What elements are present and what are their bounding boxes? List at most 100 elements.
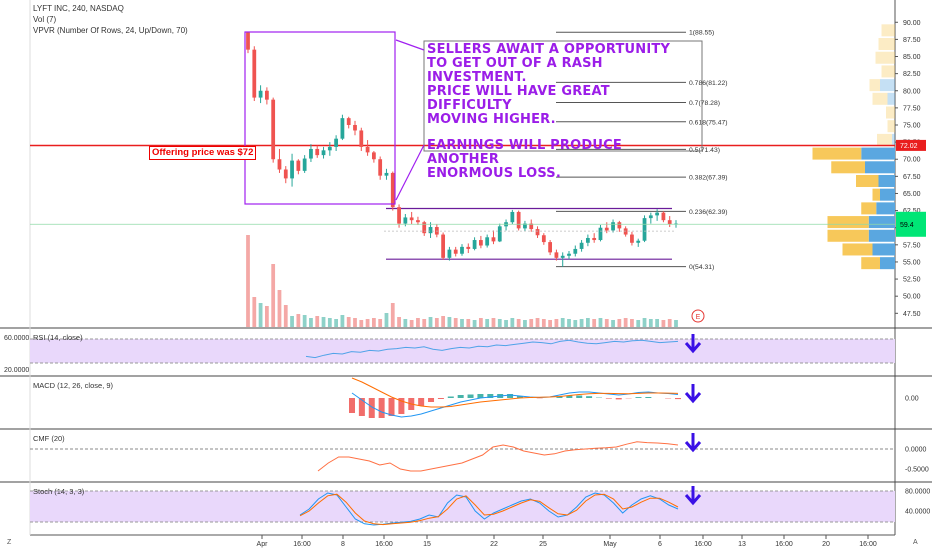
- corner-a[interactable]: A: [913, 539, 918, 546]
- macd-histogram-bar: [477, 394, 484, 398]
- macd-histogram-bar: [349, 398, 355, 413]
- candle-body: [535, 229, 540, 236]
- callout-arrow-top: [395, 39, 425, 51]
- fib-level-label: 0.382(67.39): [689, 175, 728, 182]
- x-tick-label: 16:00: [859, 541, 877, 548]
- volume-bar: [428, 317, 433, 327]
- x-tick-label: 25: [539, 541, 547, 548]
- volume-bar: [434, 318, 439, 327]
- down-arrow-icon: [684, 384, 702, 404]
- macd-histogram-bar: [516, 396, 523, 398]
- candle-body: [529, 223, 534, 230]
- y-tick-label: 52.50: [903, 277, 921, 284]
- volume-bar: [309, 318, 313, 327]
- volume-bar: [510, 318, 515, 327]
- macd-line: [351, 391, 679, 418]
- macd-histogram-bar: [368, 398, 375, 418]
- volume-bar: [585, 318, 590, 327]
- macd-histogram-bar: [447, 396, 454, 398]
- volume-bar: [460, 319, 464, 327]
- stoch-tick-label: 40.0000: [905, 509, 930, 516]
- y-tick-label: 67.50: [903, 174, 921, 181]
- vpvr-down-bar: [861, 257, 880, 270]
- x-tick-label: 16:00: [775, 541, 793, 548]
- candle-body: [661, 212, 666, 221]
- macd-histogram-bar: [576, 395, 583, 398]
- cmf-tick-label: 0.0000: [905, 447, 927, 454]
- candle-body: [485, 237, 490, 246]
- vpvr-up-bar: [880, 188, 895, 201]
- macd-histogram-bar: [437, 398, 444, 399]
- y-tick-label: 85.00: [903, 54, 921, 61]
- volume-bar: [416, 318, 420, 327]
- candle-body: [327, 146, 332, 151]
- cmf-tick-label: -0.5000: [905, 467, 929, 474]
- y-tick-label: 87.50: [903, 37, 921, 44]
- macd-histogram-bar: [378, 398, 385, 418]
- candle-body: [371, 152, 376, 160]
- candle-body: [453, 249, 458, 254]
- x-tick-label: 16:00: [694, 541, 712, 548]
- volume-bar: [378, 319, 383, 327]
- volume-bar: [611, 320, 615, 327]
- candle-body: [365, 146, 370, 153]
- volume-bar: [636, 320, 641, 327]
- rsi-left-top: 60.0000: [4, 335, 30, 342]
- volume-bar: [290, 316, 294, 327]
- candle-body: [277, 159, 282, 170]
- volume-bar: [271, 264, 276, 327]
- candle-body: [302, 158, 307, 171]
- vpvr-up-bar: [892, 133, 895, 146]
- volume-bar: [453, 318, 458, 327]
- volume-bar: [592, 319, 597, 327]
- macd-histogram-bar: [398, 398, 405, 414]
- volume-bar: [661, 320, 666, 327]
- vpvr-down-bar: [827, 229, 869, 242]
- x-tick-label: 16:00: [375, 541, 393, 548]
- vpvr-up-bar: [868, 229, 895, 242]
- macd-histogram-bar: [487, 394, 494, 398]
- volume-bar: [497, 319, 502, 327]
- volume-bar: [655, 319, 660, 327]
- volume-bar: [604, 319, 609, 327]
- annotation-box: [423, 40, 703, 152]
- corner-z[interactable]: Z: [7, 539, 12, 546]
- candle-body: [630, 234, 634, 243]
- vpvr-down-bar: [872, 188, 880, 201]
- rsi-label: RSI (14, close): [33, 333, 83, 342]
- candle-body: [346, 118, 351, 125]
- candle-body: [554, 252, 559, 258]
- price-badge-label: 59.4: [900, 222, 914, 229]
- rsi-left-bottom: 20.0000: [4, 367, 30, 374]
- volume-bar: [327, 318, 332, 327]
- y-tick-label: 47.50: [903, 311, 921, 318]
- candle-body: [397, 207, 401, 224]
- vpvr-down-bar: [878, 38, 895, 51]
- vpvr-up-bar: [878, 174, 895, 187]
- volume-bar: [371, 318, 376, 327]
- fib-level-label: 0.236(62.39): [689, 209, 728, 216]
- earnings-marker: [691, 309, 705, 323]
- candle-body: [309, 148, 313, 159]
- candle-body: [428, 227, 433, 234]
- candle-body: [523, 223, 527, 229]
- candle-body: [642, 218, 647, 241]
- candle-body: [258, 90, 263, 98]
- stoch-tick-label: 80.0000: [905, 489, 930, 496]
- vpvr-up-bar: [872, 243, 895, 256]
- candle-body: [579, 242, 584, 249]
- down-arrow-head: [684, 494, 702, 506]
- volume-bar: [541, 319, 546, 327]
- y-tick-label: 75.00: [903, 122, 921, 129]
- x-tick-label: 13: [738, 541, 746, 548]
- volume-bar: [283, 305, 288, 327]
- fib-level-label: 0.7(78.28): [689, 100, 720, 107]
- macd-histogram-bar: [507, 394, 514, 398]
- cmf-label: CMF (20): [33, 434, 65, 443]
- candle-body: [604, 227, 609, 231]
- volume-bar: [315, 316, 320, 327]
- vpvr-up-bar: [876, 202, 895, 215]
- candle-body: [359, 130, 364, 147]
- volume-bar: [573, 320, 578, 327]
